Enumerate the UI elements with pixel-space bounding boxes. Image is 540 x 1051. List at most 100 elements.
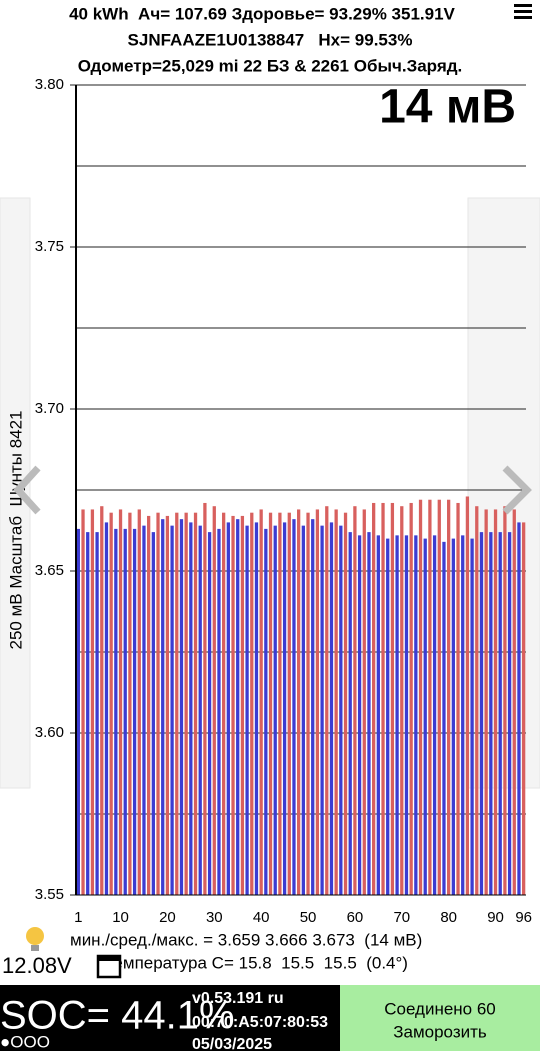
stats-minmax: мин./сред./макс. = 3.659 3.666 3.673 (14… — [70, 930, 422, 949]
bar — [132, 528, 137, 895]
bar — [259, 509, 263, 895]
bar — [250, 512, 254, 895]
bar — [76, 528, 80, 895]
prev-arrow[interactable] — [13, 465, 41, 515]
dots: ●OOO — [0, 1032, 50, 1051]
bar — [325, 506, 329, 895]
bar — [137, 509, 141, 895]
bar — [306, 512, 310, 895]
x-tick-label: 96 — [515, 909, 532, 926]
bar — [212, 506, 216, 895]
mac: 00:70:A5:07:80:53 — [192, 1014, 328, 1031]
bar — [404, 535, 409, 895]
annotation: 14 мВ — [379, 81, 516, 134]
connected: Соединено 60 — [384, 999, 496, 1018]
bar — [118, 509, 123, 895]
bar — [470, 538, 474, 895]
bar — [240, 515, 245, 895]
bar — [315, 509, 320, 895]
bar — [362, 509, 366, 895]
x-tick-label: 20 — [159, 909, 176, 926]
bar — [236, 519, 240, 895]
x-tick-label: 40 — [253, 909, 270, 926]
header-line: 40 kWh Ач= 107.69 Здоровье= 93.29% 351.9… — [69, 4, 455, 23]
bar — [198, 525, 202, 895]
bar — [189, 522, 193, 895]
bar — [273, 525, 277, 895]
bar — [390, 502, 395, 895]
bar — [123, 528, 127, 895]
bar — [461, 535, 465, 895]
bar — [301, 525, 305, 895]
bar — [184, 512, 188, 895]
bar — [339, 525, 343, 895]
bar — [432, 535, 437, 895]
header-line: Одометр=25,029 mi 22 БЗ & 2261 Обыч.Заря… — [78, 56, 463, 75]
bar — [456, 502, 460, 895]
y-tick-label: 3.70 — [35, 400, 64, 417]
bar — [264, 528, 268, 895]
bar — [451, 538, 455, 895]
bar — [142, 525, 146, 895]
bar — [217, 528, 221, 895]
bar — [147, 515, 151, 895]
bar — [353, 506, 357, 895]
x-tick-label: 70 — [393, 909, 410, 926]
bar — [517, 522, 521, 895]
bar — [503, 506, 507, 895]
soc: SOC= 44.1% — [0, 994, 235, 1038]
bar — [507, 532, 512, 895]
bar — [372, 502, 376, 895]
bar — [343, 512, 348, 895]
bar — [498, 532, 502, 895]
bar — [156, 512, 160, 895]
bar — [207, 532, 212, 895]
temperature: Температура С= 15.8 15.5 15.5 (0.4°) — [104, 953, 408, 972]
bar — [465, 496, 470, 895]
bar — [428, 499, 432, 895]
y-tick-label: 3.80 — [35, 76, 64, 93]
bar — [175, 512, 179, 895]
bar — [357, 535, 362, 895]
bar — [423, 538, 427, 895]
bar — [226, 522, 230, 895]
header-line: SJNFAAZE1U0138847 Hx= 99.53% — [128, 30, 413, 49]
bar — [400, 506, 404, 895]
bar — [170, 525, 174, 895]
bar — [287, 512, 291, 895]
bar — [90, 509, 95, 895]
bar — [109, 512, 113, 895]
bulb-icon — [26, 927, 44, 951]
bar — [245, 525, 249, 895]
bar — [86, 532, 90, 895]
bar — [409, 502, 413, 895]
connect-button[interactable] — [340, 985, 540, 1051]
bar — [493, 509, 498, 895]
bar — [381, 502, 385, 895]
bar — [114, 528, 118, 895]
x-tick-label: 30 — [206, 909, 223, 926]
bar — [334, 509, 338, 895]
bar — [165, 515, 170, 895]
bar — [292, 519, 296, 895]
freeze[interactable]: Заморозить — [393, 1022, 487, 1041]
next-arrow[interactable] — [502, 465, 532, 515]
bar — [348, 532, 352, 895]
bar — [151, 532, 155, 895]
bar — [95, 532, 99, 895]
x-tick-label: 90 — [487, 909, 504, 926]
bar — [376, 535, 380, 895]
bar — [512, 509, 516, 895]
bar — [414, 535, 418, 895]
bar — [282, 522, 287, 895]
bar — [447, 499, 451, 895]
x-tick-label: 10 — [112, 909, 129, 926]
calendar-icon — [96, 954, 122, 979]
y-tick-label: 3.75 — [35, 238, 64, 255]
x-tick-label: 50 — [300, 909, 317, 926]
menu-icon[interactable] — [514, 4, 532, 19]
bar — [418, 499, 423, 895]
y-axis-label: 250 мВ Масштаб Шунты 8421 — [6, 410, 25, 649]
bar — [437, 499, 441, 895]
